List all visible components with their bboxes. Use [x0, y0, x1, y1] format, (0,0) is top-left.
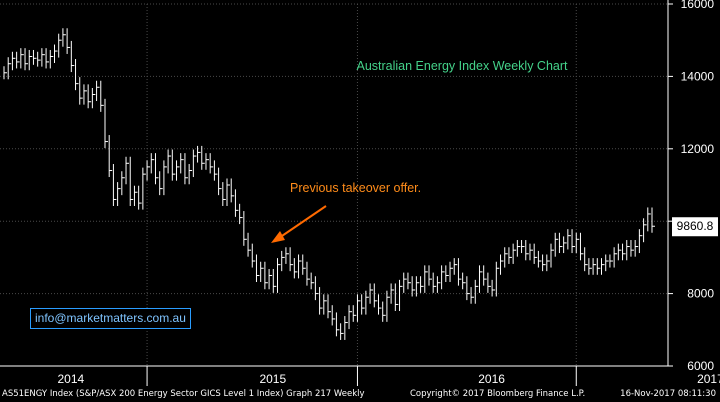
- y-tick-label: 16000: [681, 0, 715, 11]
- footer-index-description: AS51ENGY Index (S&P/ASX 200 Energy Secto…: [2, 389, 365, 399]
- y-tick-label: 6000: [687, 359, 714, 373]
- annotation-arrow: [271, 205, 327, 243]
- arrow-shaft: [275, 205, 327, 241]
- grid: [0, 3, 668, 367]
- last-value-tag: 9860.8: [672, 217, 718, 237]
- footer-timestamp: 16-Nov-2017 08:11:30: [620, 389, 716, 399]
- y-tick-label: 14000: [681, 69, 715, 83]
- last-value-background: [672, 217, 718, 237]
- y-tick-label: 12000: [681, 142, 715, 156]
- annotation-label: Previous takeover offer.: [290, 181, 421, 195]
- footer-bar: AS51ENGY Index (S&P/ASX 200 Energy Secto…: [0, 386, 720, 402]
- footer-copyright: Copyright© 2017 Bloomberg Finance L.P.: [410, 389, 586, 399]
- arrow-head: [271, 231, 285, 243]
- x-tick-label: 2014: [57, 372, 84, 386]
- axes: 6000 8000 12000 14000 16000 2014 2015 2016 2017: [0, 0, 720, 386]
- y-tick-label: 8000: [687, 287, 714, 301]
- x-tick-label: 2016: [478, 372, 505, 386]
- last-value-label: 9860.8: [677, 219, 714, 233]
- x-tick-label: 2015: [259, 372, 286, 386]
- series-price: [3, 28, 655, 340]
- x-tick-label: 2017: [697, 372, 720, 386]
- email-label: info@marketmatters.com.au: [30, 308, 191, 329]
- chart-title: Australian Energy Index Weekly Chart: [357, 59, 569, 73]
